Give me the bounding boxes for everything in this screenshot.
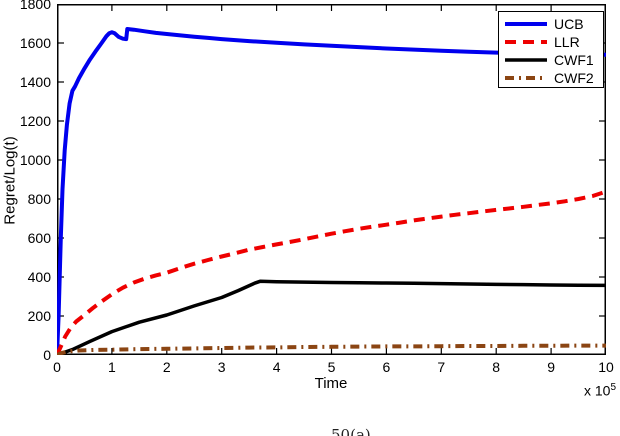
x-tick-label: 3 bbox=[217, 359, 226, 375]
legend-line-sample bbox=[505, 76, 547, 80]
series-line-cwf2 bbox=[57, 343, 606, 355]
x-tick-label: 6 bbox=[382, 359, 391, 375]
x-tick-label: 8 bbox=[492, 359, 501, 375]
x-tick-label: 1 bbox=[107, 359, 116, 375]
x-axis-exponent: x 105 bbox=[556, 382, 616, 399]
y-tick-label: 1000 bbox=[19, 152, 51, 168]
x-tick-label: 7 bbox=[437, 359, 446, 375]
exponent-base: x 10 bbox=[583, 382, 611, 399]
legend-line-sample bbox=[505, 40, 547, 44]
y-tick-label: 1600 bbox=[19, 35, 51, 51]
axis-ticks bbox=[57, 4, 606, 355]
legend-item-cwf2: CWF2 bbox=[499, 69, 603, 87]
caption-fragment: 50(a) bbox=[331, 428, 421, 436]
legend-label: UCB bbox=[554, 16, 584, 32]
y-tick-label: 1200 bbox=[19, 113, 51, 129]
x-tick-label: 5 bbox=[327, 359, 336, 375]
x-tick-label: 10 bbox=[598, 359, 614, 375]
series-line-llr bbox=[57, 189, 606, 355]
y-tick-label: 800 bbox=[27, 191, 51, 207]
x-tick-label: 4 bbox=[272, 359, 281, 375]
legend-line-sample bbox=[505, 58, 547, 62]
y-tick-label: 200 bbox=[27, 308, 51, 324]
y-tick-label: 400 bbox=[27, 269, 51, 285]
y-tick-label: 600 bbox=[27, 230, 51, 246]
x-tick-label: 0 bbox=[53, 359, 61, 375]
exponent-power: 5 bbox=[610, 382, 616, 393]
x-axis-label: Time bbox=[314, 375, 348, 392]
legend-line-sample bbox=[505, 22, 547, 26]
series-line-cwf1 bbox=[57, 279, 606, 355]
legend-item-ucb: UCB bbox=[499, 15, 603, 33]
legend: UCB LLR CWF1 CWF2 bbox=[498, 11, 604, 88]
y-tick-label: 1800 bbox=[19, 0, 51, 12]
plot-area bbox=[57, 4, 606, 355]
x-tick-label: 9 bbox=[547, 359, 555, 375]
legend-label: CWF2 bbox=[554, 70, 594, 86]
legend-item-llr: LLR bbox=[499, 33, 603, 51]
legend-label: CWF1 bbox=[554, 52, 594, 68]
legend-label: LLR bbox=[554, 34, 580, 50]
y-axis-label: Regret/Log(t) bbox=[1, 136, 19, 225]
y-tick-label: 1400 bbox=[19, 74, 51, 90]
series-line-ucb bbox=[57, 27, 606, 355]
y-tick-label: 0 bbox=[43, 347, 51, 363]
x-tick-label: 2 bbox=[162, 359, 171, 375]
legend-item-cwf1: CWF1 bbox=[499, 51, 603, 69]
